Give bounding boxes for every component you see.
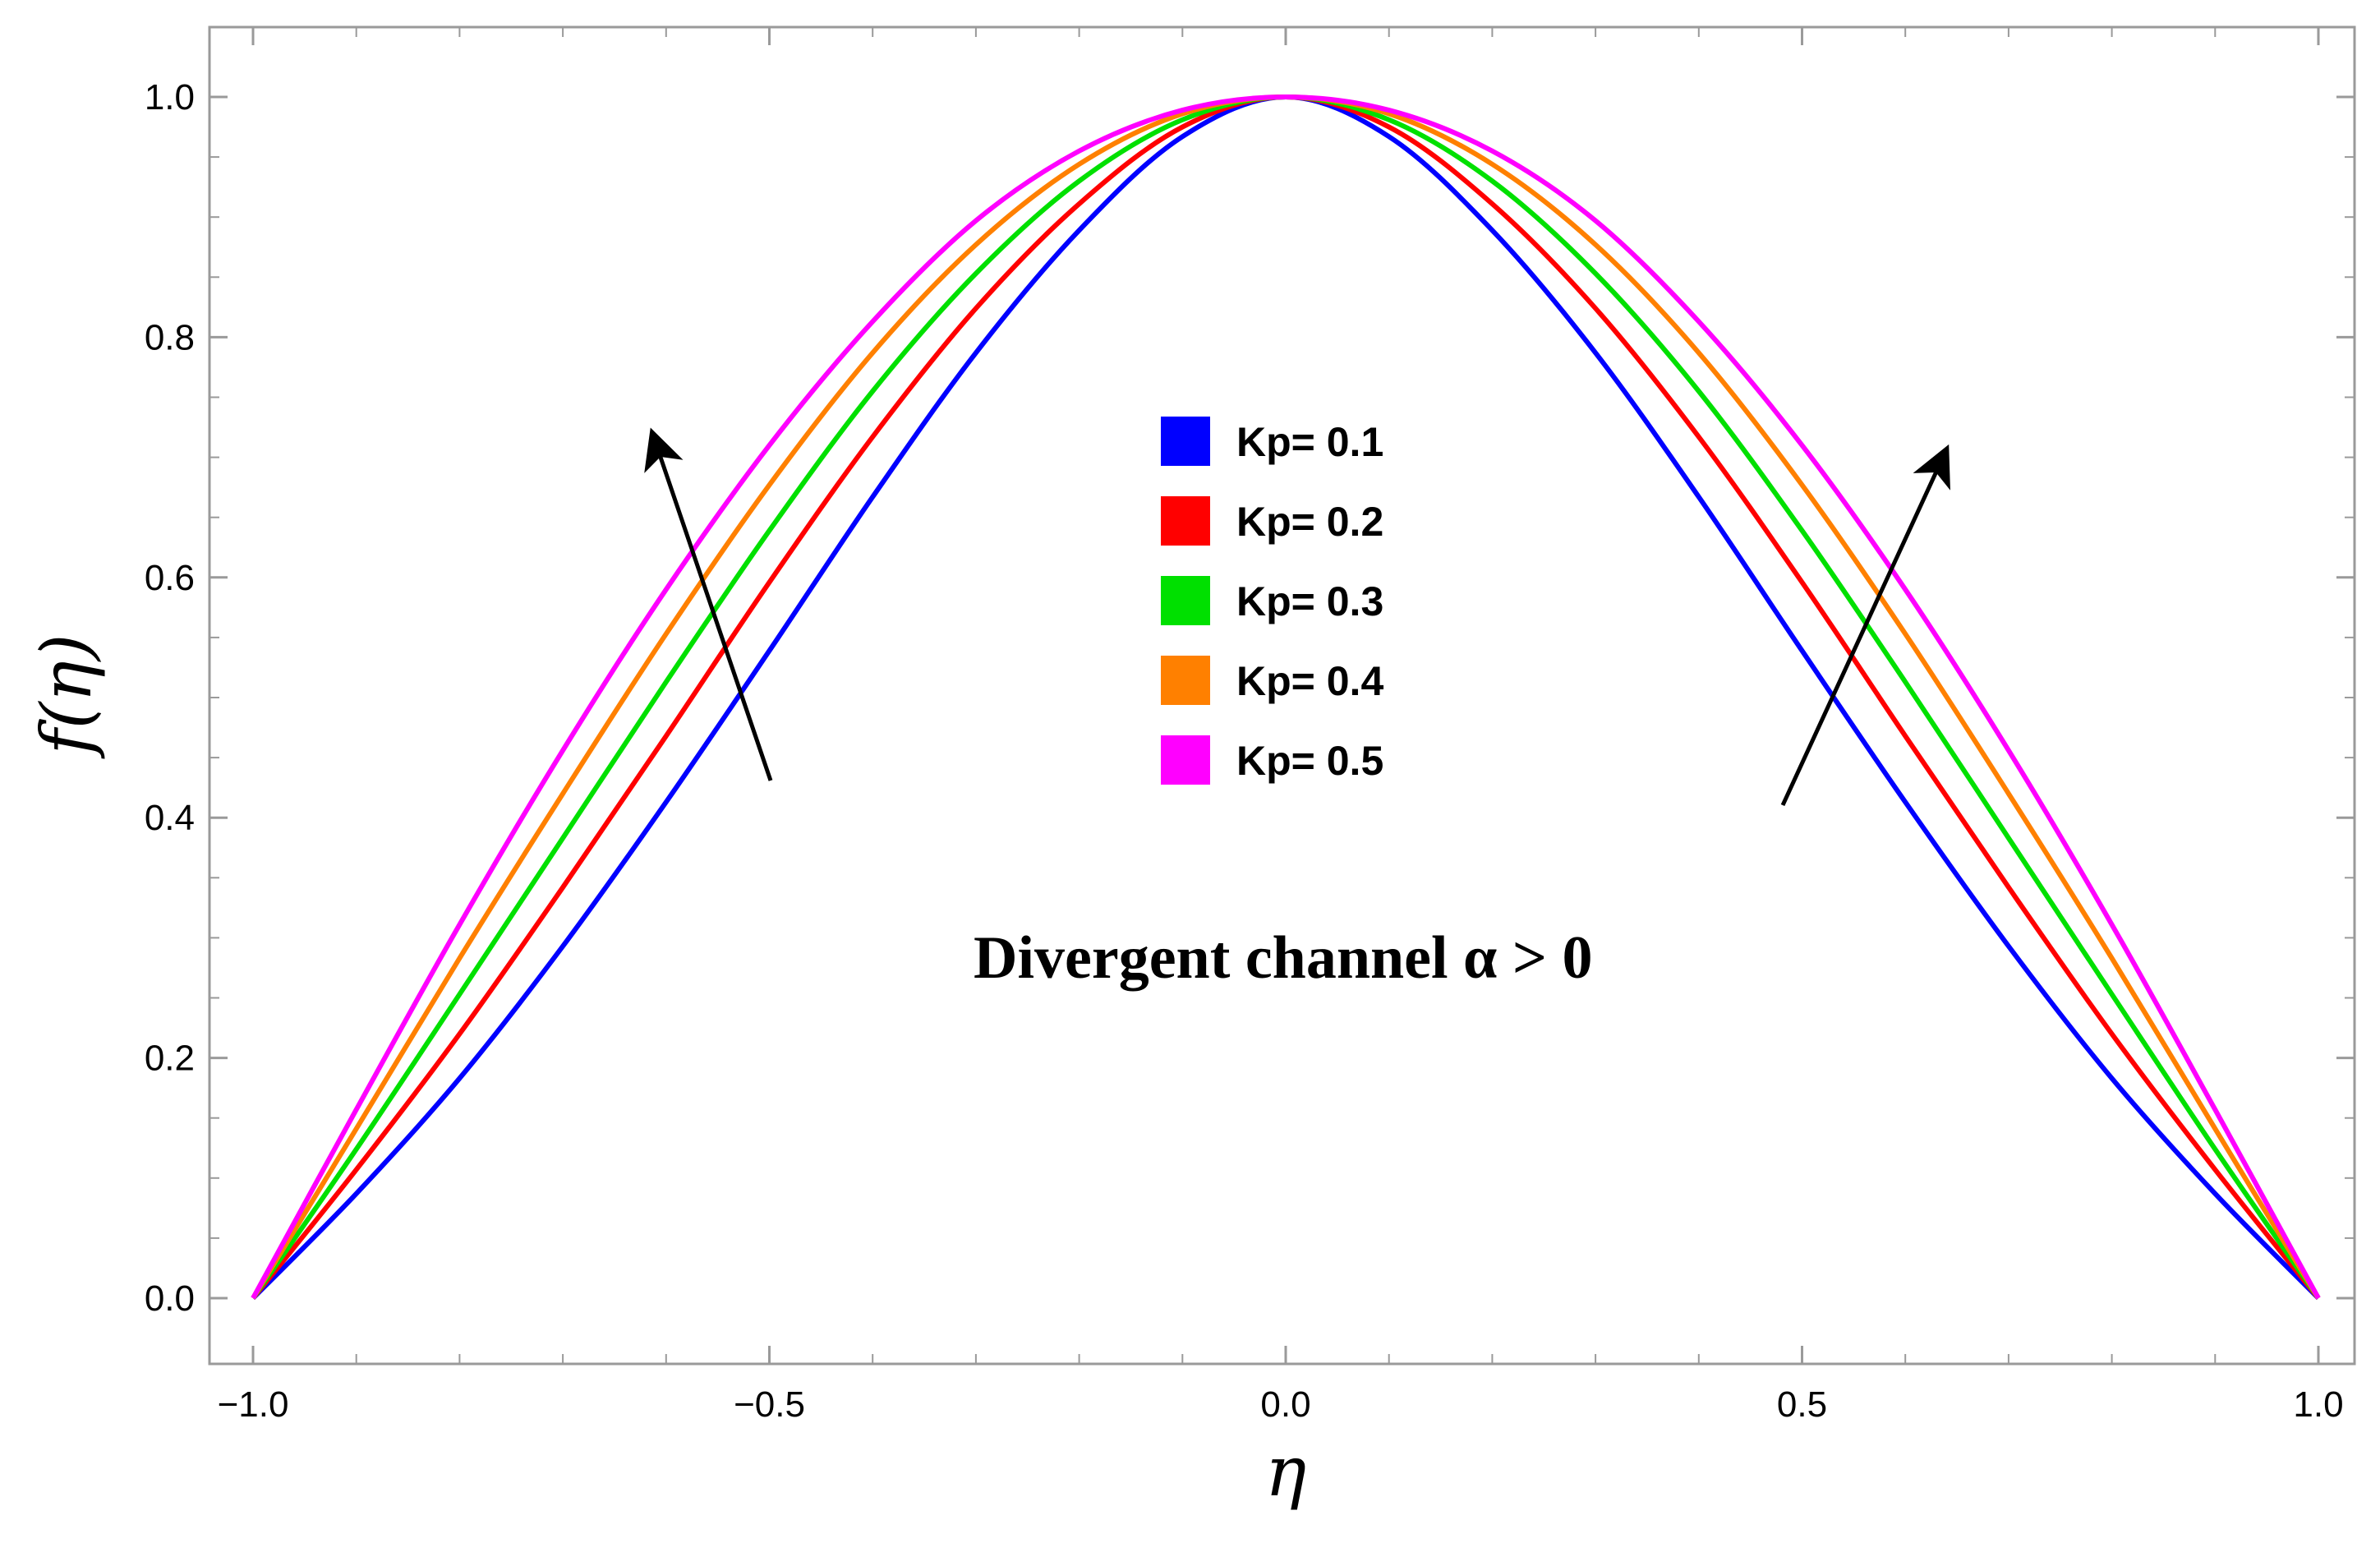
y-tick-label: 1.0 [145,77,195,117]
legend-label-1: Kp= 0.1 [1236,419,1383,465]
legend-label-5: Kp= 0.5 [1236,738,1383,784]
legend-label-2: Kp= 0.2 [1236,499,1383,545]
legend-swatch-5 [1161,735,1210,785]
legend-label-3: Kp= 0.3 [1236,578,1383,624]
left-trend-arrow [644,427,773,781]
y-tick-label: 0.8 [145,317,195,357]
y-tick-label: 0.2 [145,1039,195,1079]
legend-label-4: Kp= 0.4 [1236,658,1383,704]
legend-swatch-2 [1161,496,1210,546]
series-line-5 [251,94,2321,1300]
x-tick-label: 0.5 [1777,1384,1827,1425]
x-tick-label: −0.5 [734,1384,805,1425]
x-axis-label: η [1265,1431,1306,1512]
legend-swatch-3 [1161,576,1210,625]
legend-swatch-4 [1161,656,1210,705]
major-ticks [209,27,2355,1364]
trend-arrows [644,427,1950,807]
y-tick-label: 0.6 [145,558,195,598]
plot-frame [208,25,2356,1366]
annotation-divergent-channel: Divergent channel α > 0 [974,924,1593,992]
legend-swatch-1 [1161,417,1210,466]
y-tick-labels: 0.0 0.2 0.4 0.6 0.8 1.0 [145,77,195,1319]
x-tick-label: 1.0 [2293,1384,2343,1425]
x-tick-label: 0.0 [1260,1384,1310,1425]
series-lines [251,94,2321,1301]
right-trend-arrow [1780,444,1950,807]
x-tick-label: −1.0 [218,1384,289,1425]
y-axis-label: f(η) [26,634,107,760]
x-tick-labels: −1.0 −0.5 0.0 0.5 1.0 [218,1384,2344,1425]
y-tick-label: 0.4 [145,798,195,838]
legend: Kp= 0.1 Kp= 0.2 Kp= 0.3 Kp= 0.4 Kp= 0.5 [1161,417,1383,785]
y-tick-label: 0.0 [145,1278,195,1319]
